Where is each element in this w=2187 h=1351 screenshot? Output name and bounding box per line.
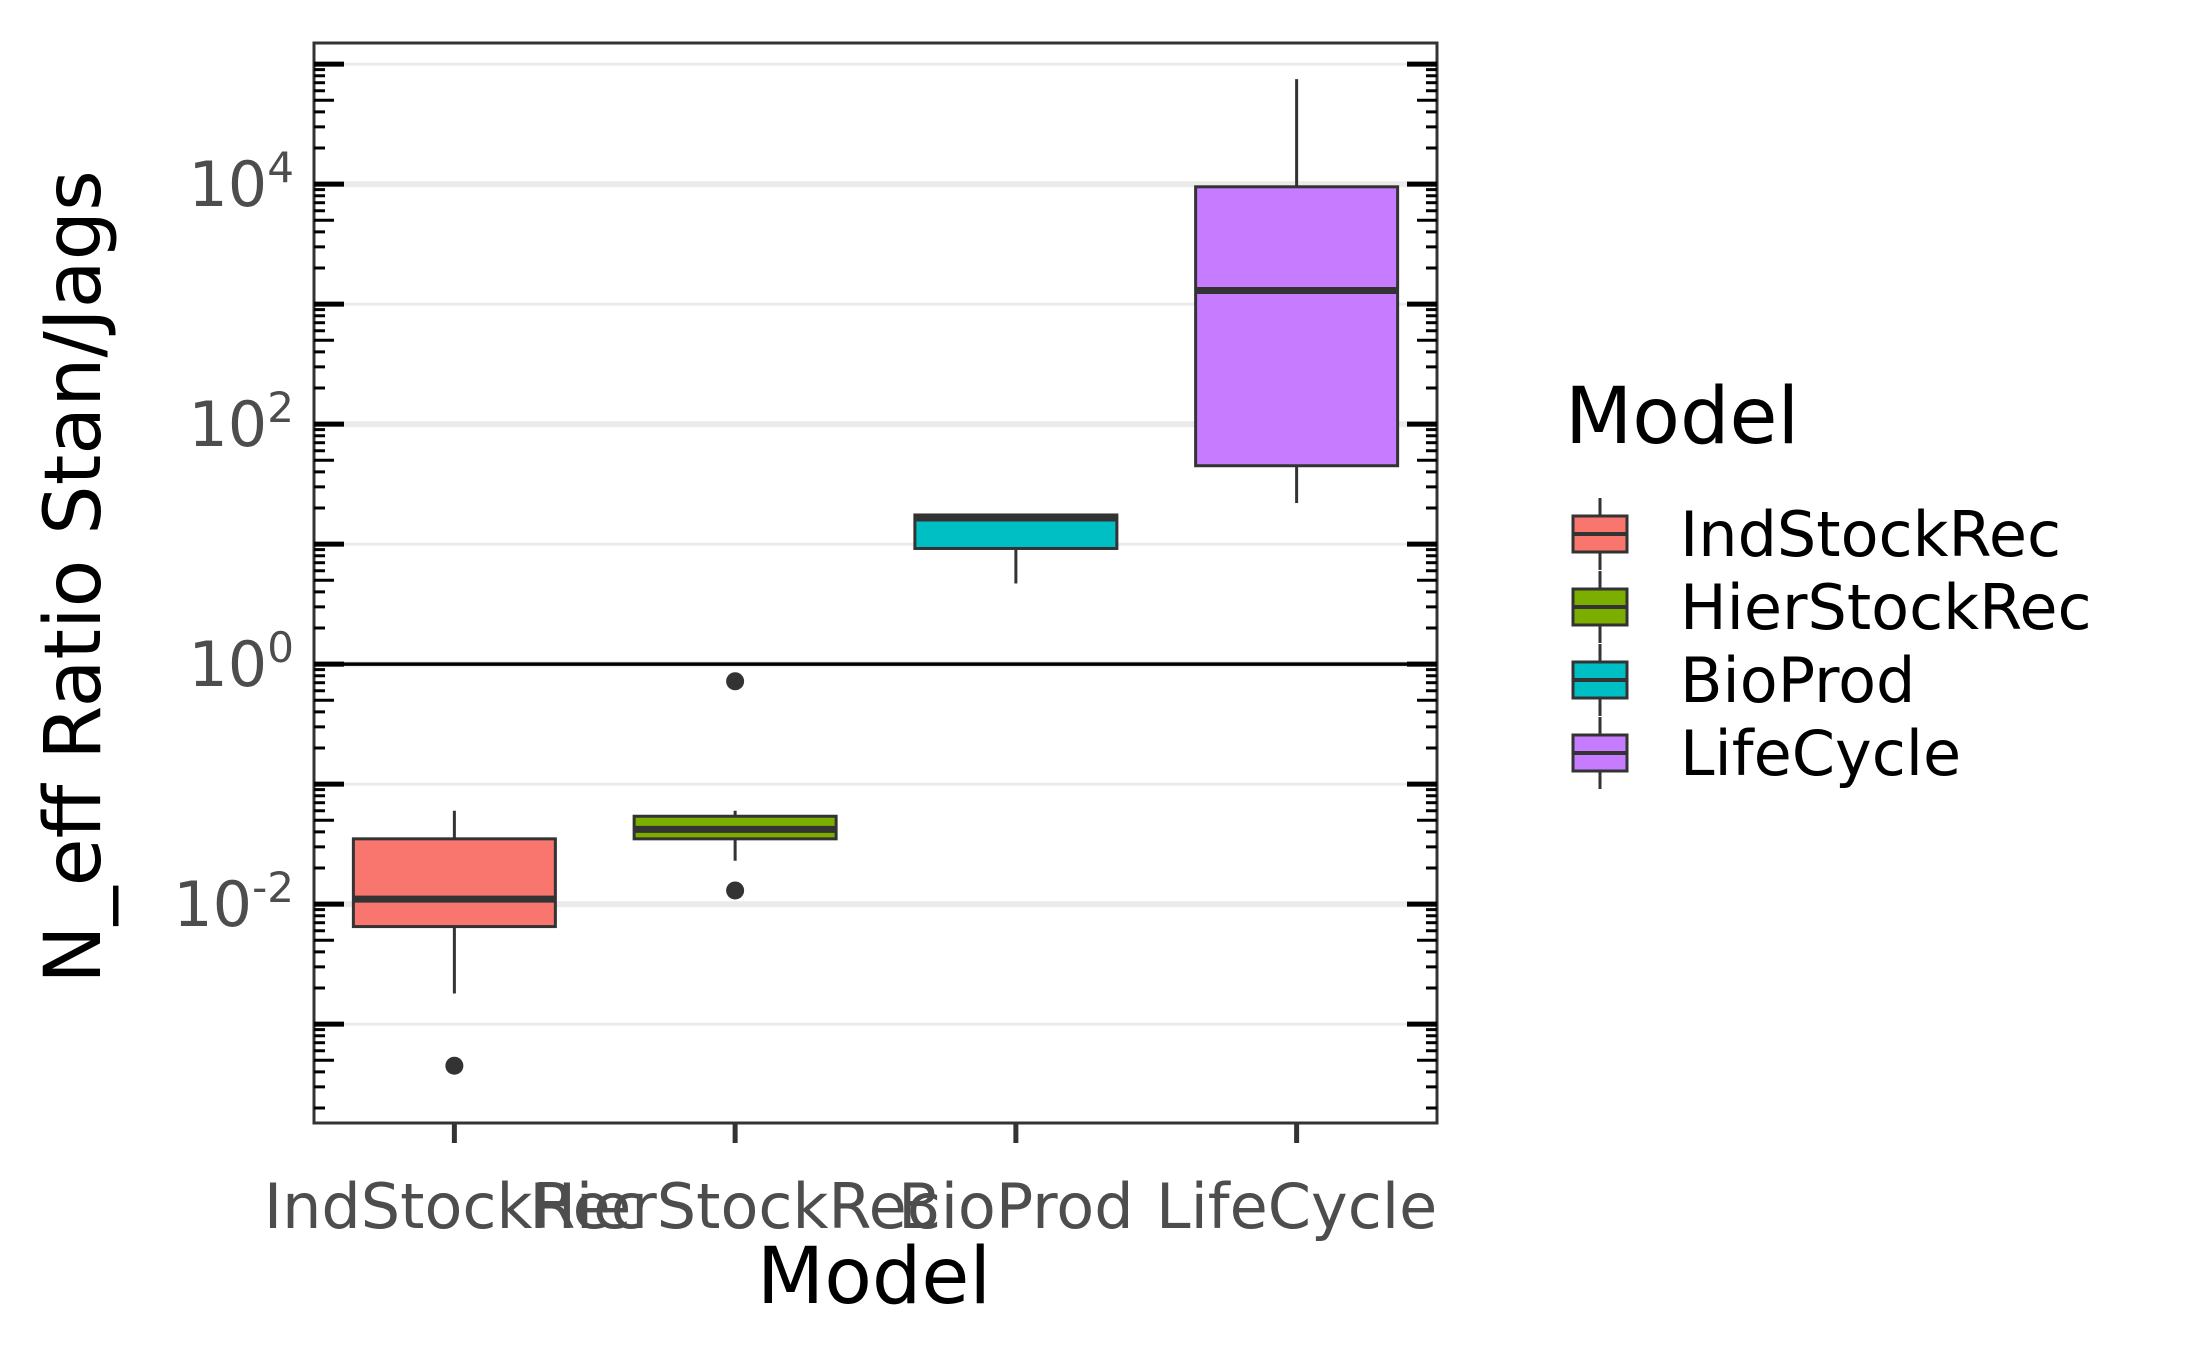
x-tick-label: IndStockRec	[264, 1170, 645, 1243]
legend-label: IndStockRec	[1680, 498, 2061, 571]
legend-item-LifeCycle: LifeCycle	[1571, 717, 1961, 790]
legend-label: BioProd	[1680, 644, 1915, 717]
box-group-BioProd	[913, 513, 1119, 584]
outlier-point	[726, 881, 745, 900]
y-tick-label: 104	[188, 143, 294, 221]
panel-border	[312, 41, 1439, 1125]
box	[351, 837, 557, 929]
y-axis-title: N_eff Ratio Stan/Jags	[29, 170, 119, 983]
legend-item-HierStockRec: HierStockRec	[1571, 571, 2092, 644]
legend-title: Model	[1565, 372, 1799, 462]
box	[1194, 185, 1400, 468]
y-tick-label: 102	[188, 383, 294, 461]
box-group-LifeCycle	[1194, 79, 1400, 504]
legend-label: LifeCycle	[1680, 717, 1961, 790]
box-group-HierStockRec	[632, 672, 838, 900]
y-tick-label: 100	[188, 623, 294, 701]
legend: Model IndStockRecHierStockRecBioProdLife…	[1565, 372, 2092, 790]
legend-item-BioProd: BioProd	[1571, 644, 1915, 717]
outlier-point	[445, 1056, 464, 1075]
plot-area	[314, 79, 1437, 1075]
x-tick-label: LifeCycle	[1156, 1170, 1437, 1243]
legend-label: HierStockRec	[1680, 571, 2092, 644]
x-tick-label: BioProd	[898, 1170, 1133, 1243]
box-group-IndStockRec	[351, 810, 557, 1075]
y-tick-label: 10-2	[173, 863, 294, 941]
x-axis-title: Model	[757, 1232, 991, 1322]
axes: 10-2 100 102 104 IndStockRecHierStockRecBioP…	[173, 41, 1439, 1243]
legend-item-IndStockRec: IndStockRec	[1571, 498, 2061, 571]
outlier-point	[726, 672, 745, 691]
x-tick-label: HierStockRec	[529, 1170, 941, 1243]
